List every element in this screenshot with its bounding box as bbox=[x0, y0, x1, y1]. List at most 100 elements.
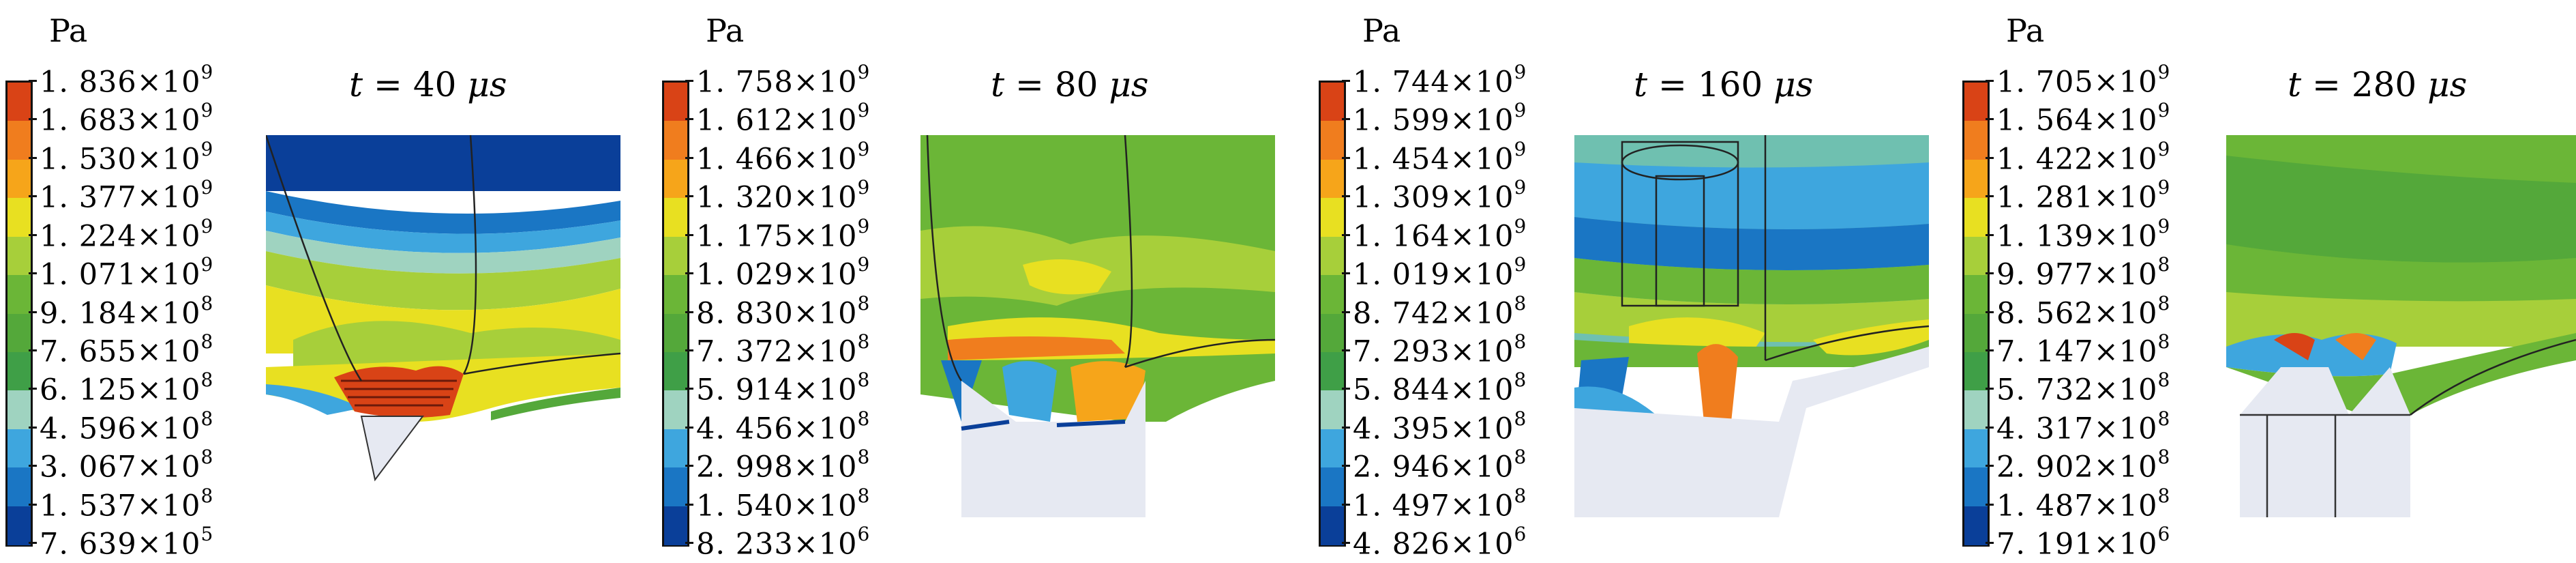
legend-tick bbox=[1986, 542, 1994, 544]
panel-t160: Pa 1. 744×109 1. 599×109 1. 454×109 1. 309×… bbox=[1313, 0, 1947, 563]
legend-tick-label: 7. 655×108 bbox=[40, 330, 214, 369]
legend-tick-label: 1. 683×109 bbox=[40, 99, 214, 138]
legend-swatch bbox=[1964, 313, 1988, 353]
legend-tick bbox=[1986, 195, 1994, 198]
legend-tick-label: 8. 830×108 bbox=[696, 291, 871, 330]
legend-tick-label: 1. 537×108 bbox=[40, 484, 214, 523]
legend-swatch bbox=[1321, 275, 1344, 315]
legend-tick bbox=[1342, 311, 1350, 313]
legend-tick bbox=[685, 542, 693, 544]
legend-swatch bbox=[1321, 198, 1344, 237]
legend-swatch bbox=[8, 390, 31, 430]
legend-swatch bbox=[664, 83, 687, 122]
legend-tick-label: 1. 320×109 bbox=[696, 176, 871, 215]
unit-label: Pa bbox=[2006, 12, 2045, 49]
legend-tick bbox=[685, 311, 693, 313]
unit-label: Pa bbox=[49, 12, 88, 49]
legend-swatch bbox=[8, 159, 31, 199]
legend-tick bbox=[1342, 118, 1350, 121]
legend-swatch bbox=[8, 467, 31, 507]
legend-swatch bbox=[664, 506, 687, 545]
legend-swatch bbox=[8, 121, 31, 160]
panel-t40: Pa 1. 836×109 1. 683×109 1. 530×109 1. 377×… bbox=[0, 0, 634, 563]
legend-swatch bbox=[1964, 236, 1988, 276]
legend-swatch bbox=[1321, 506, 1344, 545]
legend-swatch bbox=[8, 236, 31, 276]
legend-tick bbox=[29, 503, 37, 506]
legend-tick-label: 1. 705×109 bbox=[1996, 61, 2171, 100]
legend-tick-label: 1. 164×109 bbox=[1353, 214, 1527, 253]
legend-tick-label: 1. 309×109 bbox=[1353, 176, 1527, 215]
legend-tick bbox=[685, 426, 693, 429]
legend-tick bbox=[685, 503, 693, 506]
legend-swatch bbox=[1964, 467, 1988, 507]
legend-swatch bbox=[1321, 429, 1344, 469]
legend-tick bbox=[29, 80, 37, 82]
stress-contour-plot bbox=[920, 135, 1275, 517]
legend-tick bbox=[685, 465, 693, 467]
legend-tick bbox=[685, 118, 693, 121]
legend-tick bbox=[1342, 156, 1350, 159]
time-label: t = 160 μs bbox=[1634, 65, 1814, 104]
legend-tick-label: 7. 639×105 bbox=[40, 523, 214, 562]
stress-contour-plot bbox=[1574, 135, 1929, 517]
legend-tick-label: 2. 902×108 bbox=[1996, 446, 2171, 485]
legend-tick-label: 1. 564×109 bbox=[1996, 99, 2171, 138]
legend-swatch bbox=[1321, 313, 1344, 353]
color-legend-bar bbox=[1319, 81, 1346, 547]
legend-tick-label: 1. 281×109 bbox=[1996, 176, 2171, 215]
legend-tick-label: 8. 562×108 bbox=[1996, 291, 2171, 330]
legend-tick-label: 1. 224×109 bbox=[40, 214, 214, 253]
legend-tick-label: 4. 596×108 bbox=[40, 407, 214, 446]
time-label: t = 80 μs bbox=[991, 65, 1149, 104]
legend-tick bbox=[1986, 349, 1994, 351]
legend-tick bbox=[1986, 503, 1994, 506]
legend-swatch bbox=[1964, 390, 1988, 430]
legend-tick bbox=[1986, 156, 1994, 159]
legend-tick-label: 1. 466×109 bbox=[696, 137, 871, 177]
legend-tick-label: 1. 599×109 bbox=[1353, 99, 1527, 138]
legend-tick bbox=[1986, 233, 1994, 236]
legend-tick-label: 5. 844×108 bbox=[1353, 369, 1527, 407]
legend-tick bbox=[1342, 542, 1350, 544]
legend-swatch bbox=[8, 506, 31, 545]
legend-tick bbox=[29, 311, 37, 313]
legend-tick-label: 4. 456×108 bbox=[696, 407, 871, 446]
legend-tick-label: 7. 293×108 bbox=[1353, 330, 1527, 369]
legend-tick bbox=[1342, 503, 1350, 506]
legend-tick bbox=[29, 465, 37, 467]
panel-t80: Pa 1. 758×109 1. 612×109 1. 466×109 1. 320×… bbox=[657, 0, 1291, 563]
legend-swatch bbox=[1964, 275, 1988, 315]
legend-swatch bbox=[664, 390, 687, 430]
legend-tick bbox=[685, 388, 693, 390]
legend-swatch bbox=[1321, 351, 1344, 392]
legend-swatch bbox=[1964, 121, 1988, 160]
legend-tick bbox=[1986, 311, 1994, 313]
legend-tick-label: 6. 125×108 bbox=[40, 369, 214, 407]
legend-swatch bbox=[664, 198, 687, 237]
legend-swatch bbox=[1964, 429, 1988, 469]
legend-tick-label: 1. 758×109 bbox=[696, 61, 871, 100]
legend-tick-label: 1. 540×108 bbox=[696, 484, 871, 523]
legend-tick bbox=[1342, 465, 1350, 467]
legend-tick bbox=[685, 233, 693, 236]
legend-tick-label: 2. 998×108 bbox=[696, 446, 871, 485]
legend-swatch bbox=[8, 351, 31, 392]
legend-tick bbox=[1342, 426, 1350, 429]
legend-swatch bbox=[8, 198, 31, 237]
legend-tick-label: 5. 914×108 bbox=[696, 369, 871, 407]
legend-swatch bbox=[8, 83, 31, 122]
legend-tick-label: 5. 732×108 bbox=[1996, 369, 2171, 407]
legend-tick bbox=[29, 349, 37, 351]
legend-swatch bbox=[664, 275, 687, 315]
legend-swatch bbox=[1964, 198, 1988, 237]
legend-swatch bbox=[664, 121, 687, 160]
legend-tick-label: 1. 139×109 bbox=[1996, 214, 2171, 253]
legend-swatch bbox=[664, 467, 687, 507]
legend-swatch bbox=[1964, 159, 1988, 199]
legend-tick-label: 8. 233×106 bbox=[696, 523, 871, 562]
legend-tick bbox=[685, 195, 693, 198]
legend-swatch bbox=[664, 159, 687, 199]
legend-tick bbox=[1342, 233, 1350, 236]
legend-tick-label: 1. 175×109 bbox=[696, 214, 871, 253]
